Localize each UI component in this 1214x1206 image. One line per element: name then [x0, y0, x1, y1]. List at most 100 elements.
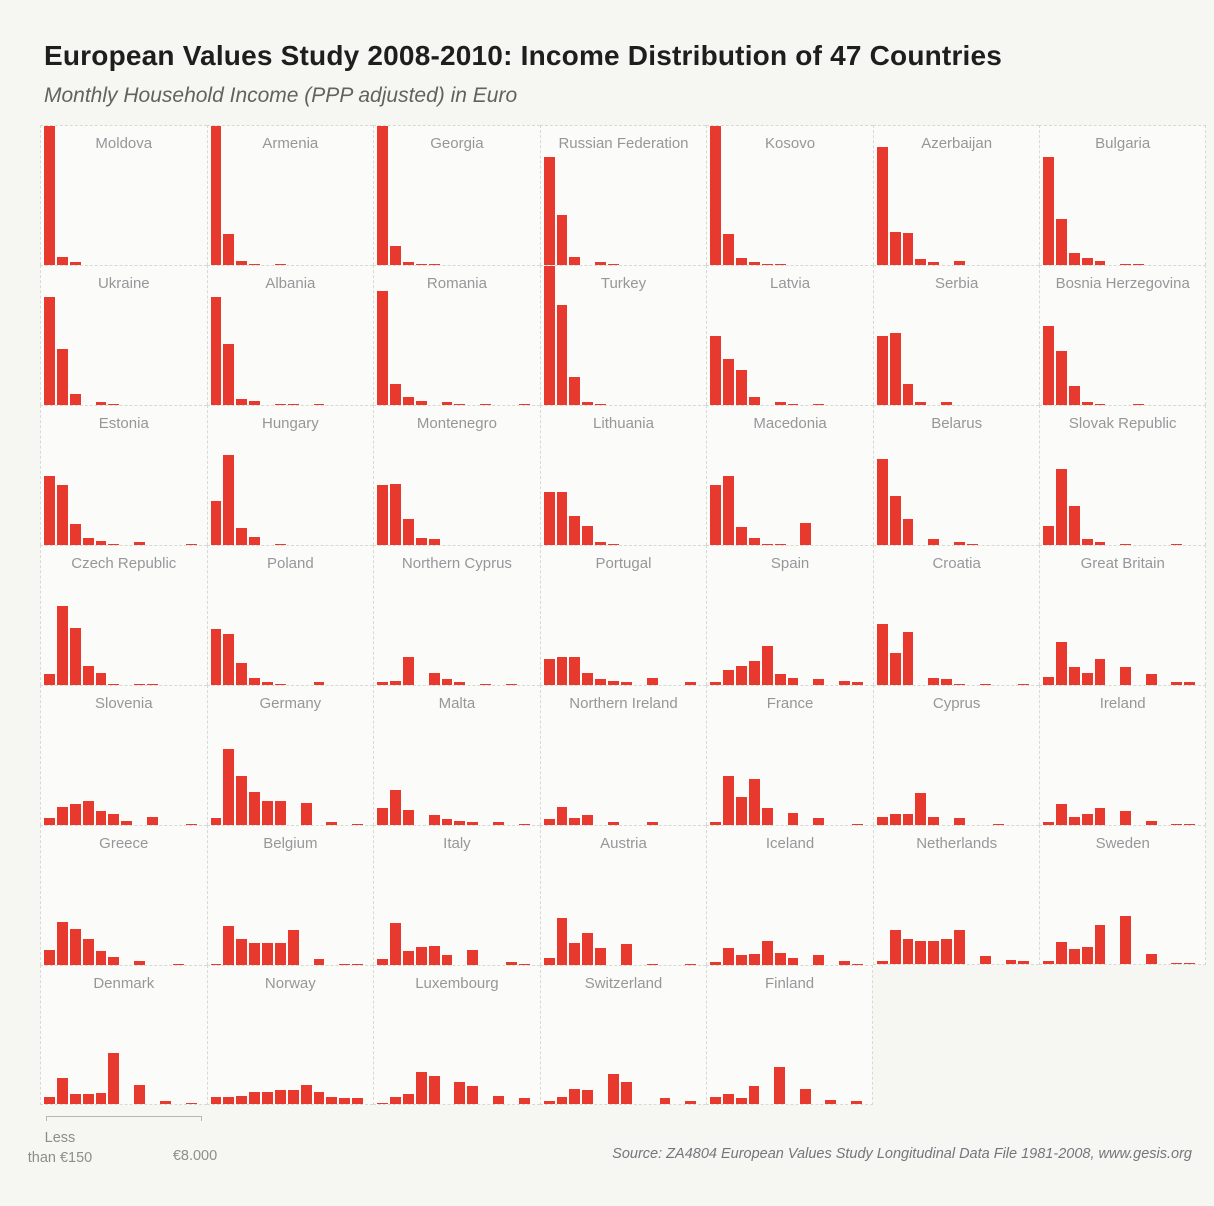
- histogram-bar: [1069, 948, 1080, 964]
- histogram: [543, 826, 699, 965]
- histogram-bar: [313, 403, 325, 405]
- country-label: Poland: [266, 555, 314, 572]
- histogram-bar: [467, 822, 479, 825]
- histogram-bar: [69, 262, 81, 265]
- country-label: Armenia: [262, 135, 319, 152]
- histogram-bar: [56, 349, 68, 405]
- histogram-bar: [223, 343, 235, 405]
- histogram-bar: [44, 949, 55, 965]
- histogram-bar: [95, 672, 107, 685]
- country-label: Ireland: [1099, 695, 1146, 712]
- histogram-bar: [902, 518, 914, 545]
- histogram-bar: [415, 1072, 427, 1104]
- histogram: [377, 406, 532, 545]
- histogram-bar: [172, 963, 184, 965]
- histogram-bar: [415, 946, 427, 965]
- histogram: [710, 406, 865, 545]
- histogram-bar: [1120, 811, 1131, 825]
- histogram-bar: [95, 811, 107, 825]
- histogram-bar: [825, 1099, 837, 1104]
- histogram-bar: [377, 959, 389, 965]
- histogram-bar: [390, 1097, 401, 1104]
- country-panel-slovak-republic: Slovak Republic: [1039, 405, 1206, 545]
- histogram-bar: [1069, 252, 1080, 265]
- histogram-bar: [876, 335, 888, 405]
- histogram-bar: [441, 955, 453, 965]
- histogram-bar: [928, 940, 940, 964]
- histogram-bar: [274, 683, 286, 685]
- histogram-bar: [185, 543, 197, 545]
- histogram-bar: [262, 942, 273, 965]
- histogram-bar: [582, 815, 594, 825]
- country-panel-armenia: Armenia: [206, 125, 374, 265]
- axis-label-max: €8.000: [172, 1148, 218, 1164]
- histogram-bar: [210, 1097, 222, 1104]
- histogram-bar: [1069, 385, 1080, 405]
- country-panel-great-britain: Great Britain: [1039, 545, 1206, 685]
- histogram-bar: [979, 955, 991, 964]
- country-label: Bosnia Herzegovina: [1055, 275, 1190, 292]
- histogram-bar: [352, 823, 364, 825]
- histogram-bar: [889, 813, 901, 825]
- histogram-bar: [543, 819, 555, 825]
- histogram-bar: [1081, 402, 1093, 405]
- histogram: [710, 126, 865, 265]
- histogram-bar: [454, 403, 466, 405]
- histogram-bar: [185, 1102, 197, 1104]
- histogram-bar: [774, 543, 786, 545]
- histogram-bar: [82, 801, 94, 825]
- histogram-bar: [851, 1101, 862, 1104]
- histogram: [710, 966, 864, 1104]
- histogram-bar: [402, 657, 414, 685]
- histogram-bar: [889, 653, 901, 685]
- histogram-bar: [390, 483, 401, 545]
- histogram-bar: [428, 263, 440, 265]
- histogram-bar: [620, 944, 632, 965]
- histogram-bar: [1171, 823, 1183, 825]
- histogram: [876, 546, 1032, 685]
- histogram-bar: [543, 266, 555, 405]
- histogram-bar: [1056, 804, 1068, 825]
- country-panel-finland: Finland: [706, 965, 873, 1105]
- country-label: Macedonia: [753, 415, 827, 432]
- histogram-bar: [569, 515, 581, 545]
- histogram-bar: [876, 816, 888, 825]
- histogram-bar: [685, 963, 697, 965]
- histogram: [377, 266, 532, 405]
- histogram-bar: [274, 801, 286, 825]
- histogram-bar: [480, 683, 492, 685]
- histogram-bar: [608, 822, 619, 825]
- histogram-bar: [454, 1081, 466, 1104]
- histogram-bar: [505, 962, 517, 965]
- histogram-bar: [556, 917, 568, 965]
- histogram-bar: [402, 396, 414, 405]
- histogram-bar: [608, 1073, 619, 1104]
- histogram-bar: [236, 776, 248, 825]
- histogram-bar: [236, 1095, 248, 1104]
- histogram-bar: [979, 683, 991, 685]
- histogram-bar: [236, 662, 248, 685]
- histogram: [710, 266, 865, 405]
- histogram-bar: [249, 678, 261, 685]
- histogram-bar: [723, 234, 735, 265]
- histogram-bar: [556, 214, 568, 265]
- histogram-bar: [1069, 506, 1080, 545]
- country-label: Belgium: [263, 835, 318, 852]
- histogram-bar: [1056, 641, 1068, 685]
- country-panel-albania: Albania: [206, 265, 374, 405]
- country-panel-latvia: Latvia: [706, 265, 873, 405]
- histogram-bar: [608, 680, 619, 685]
- histogram-bar: [428, 539, 440, 545]
- histogram-bar: [1056, 468, 1068, 545]
- histogram-bar: [236, 260, 248, 265]
- histogram: [44, 546, 199, 685]
- histogram: [1043, 686, 1197, 825]
- histogram-bar: [44, 475, 55, 545]
- country-panel-serbia: Serbia: [872, 265, 1040, 405]
- country-label: Iceland: [765, 835, 815, 852]
- histogram-bar: [441, 819, 453, 825]
- histogram-bar: [1043, 961, 1055, 964]
- histogram-bar: [134, 960, 145, 965]
- histogram-bar: [595, 948, 607, 965]
